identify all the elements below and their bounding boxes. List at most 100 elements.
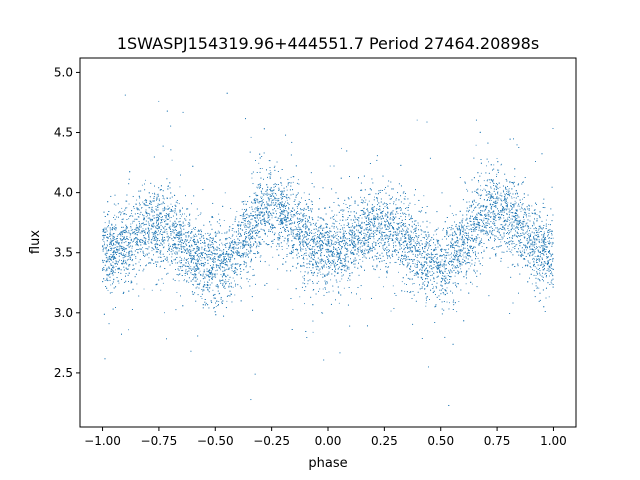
data-point [135, 241, 137, 243]
data-point [464, 235, 466, 237]
data-point [357, 247, 359, 249]
data-point [459, 255, 461, 256]
data-point [316, 243, 318, 245]
data-point [167, 236, 169, 238]
data-point [334, 214, 335, 216]
data-point [473, 271, 475, 273]
data-point [342, 236, 344, 238]
data-point [195, 264, 197, 266]
data-point [308, 267, 310, 269]
data-point [228, 285, 230, 287]
data-point [446, 279, 448, 281]
data-point [431, 260, 433, 262]
data-point [193, 239, 194, 240]
data-point [346, 265, 348, 267]
data-point [481, 265, 483, 266]
data-point [140, 226, 142, 228]
data-point [178, 203, 180, 205]
data-point [381, 221, 383, 223]
data-point [195, 242, 197, 244]
data-point [269, 170, 271, 172]
data-point [326, 248, 328, 250]
data-point [208, 247, 210, 249]
data-point [138, 230, 140, 232]
data-point [136, 226, 137, 228]
data-point [254, 240, 256, 242]
data-point [122, 234, 123, 236]
data-point [511, 236, 513, 238]
data-point [369, 238, 371, 240]
data-point [186, 239, 188, 241]
data-point [494, 205, 496, 207]
data-point [523, 214, 525, 215]
data-point [190, 266, 192, 268]
data-point [508, 242, 510, 244]
data-point [505, 205, 507, 207]
data-point [307, 283, 309, 285]
data-point [180, 267, 182, 269]
data-point [463, 228, 465, 229]
data-point [240, 247, 241, 249]
data-point [213, 257, 215, 259]
data-point [497, 212, 499, 214]
data-point [243, 247, 244, 249]
data-point [456, 311, 458, 313]
data-point [540, 254, 542, 256]
data-point [155, 221, 157, 223]
data-point [289, 198, 291, 200]
data-point [151, 250, 153, 252]
data-point [176, 291, 178, 293]
data-point [138, 227, 140, 228]
data-point [250, 238, 252, 239]
data-point [307, 234, 309, 236]
data-point [430, 260, 432, 262]
data-point [474, 223, 475, 225]
data-point [134, 254, 136, 256]
data-point [333, 246, 334, 248]
data-point [408, 215, 410, 217]
data-point [286, 211, 288, 213]
data-point [368, 213, 370, 215]
data-point [247, 281, 249, 283]
data-point [396, 222, 398, 224]
data-point [364, 212, 366, 214]
data-point [299, 234, 301, 235]
data-point [227, 242, 229, 244]
data-point [131, 247, 133, 249]
data-point [256, 245, 258, 247]
data-point [363, 235, 365, 237]
data-point [521, 235, 523, 236]
data-point [270, 229, 272, 231]
data-point [217, 264, 219, 266]
data-point [298, 204, 299, 206]
data-point [326, 240, 328, 242]
data-point [449, 258, 451, 260]
data-point [389, 234, 391, 236]
data-point [485, 208, 486, 210]
data-point [302, 239, 304, 241]
data-point [531, 205, 533, 207]
data-point [162, 197, 164, 199]
data-point [454, 241, 456, 243]
data-point [216, 286, 218, 287]
data-point [130, 257, 132, 259]
data-point [210, 244, 212, 246]
data-point [188, 258, 190, 259]
data-point [513, 197, 515, 199]
data-point [453, 214, 454, 216]
data-point [177, 240, 179, 242]
data-point [224, 263, 226, 265]
data-point [460, 245, 462, 247]
data-point [125, 253, 127, 255]
data-point [155, 261, 157, 263]
data-point [506, 201, 507, 202]
data-point [474, 229, 476, 231]
data-point [492, 181, 494, 183]
data-point [168, 237, 170, 239]
data-point [241, 208, 243, 210]
data-point [339, 280, 341, 282]
data-point [440, 245, 441, 247]
data-point [447, 261, 449, 263]
data-point [281, 248, 283, 250]
data-point [424, 243, 426, 245]
